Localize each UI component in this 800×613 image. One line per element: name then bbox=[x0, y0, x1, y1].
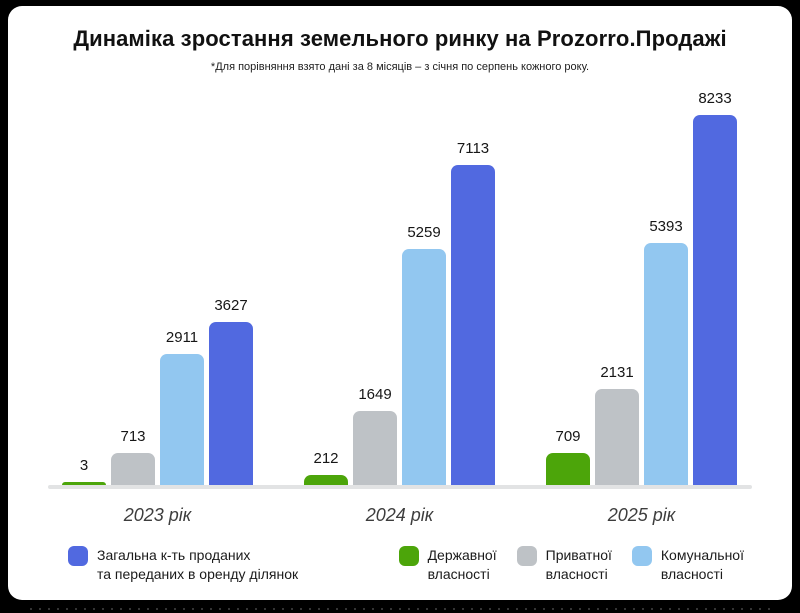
legend-item-private: Приватної власності bbox=[516, 546, 612, 584]
bar-value-label: 3 bbox=[79, 457, 89, 474]
legend-item-total: Загальна к-ть проданих та переданих в оре… bbox=[68, 546, 298, 584]
bar-total-2024 bbox=[451, 165, 495, 485]
bar-value-label: 5393 bbox=[649, 218, 683, 235]
bar-wrap-private-2023: 713 bbox=[111, 428, 155, 485]
legend-item-state: Державної власності bbox=[398, 546, 497, 584]
bar-wrap-communal-2025: 5393 bbox=[644, 218, 688, 485]
bar-chart: 3 713 2911 3627 212 1649 5259 7113 709 2131 5393 82… bbox=[8, 90, 792, 526]
bar-value-label: 5259 bbox=[407, 224, 441, 241]
chart-subtitle-note: *Для порівняння взято дані за 8 місяців … bbox=[210, 61, 590, 73]
bar-value-label: 8233 bbox=[698, 90, 732, 107]
x-axis-label-2024: 2024 рік bbox=[365, 505, 434, 525]
bar-wrap-state-2024: 212 bbox=[304, 450, 348, 485]
bar-value-label: 2131 bbox=[600, 364, 634, 381]
bar-communal-2024 bbox=[402, 249, 446, 485]
bar-wrap-private-2025: 2131 bbox=[595, 364, 639, 485]
bar-wrap-communal-2023: 2911 bbox=[160, 329, 204, 485]
legend-swatch-communal bbox=[631, 546, 652, 566]
x-axis-label-2025: 2025 рік bbox=[607, 505, 676, 525]
chart-legend: Загальна к-ть проданих та переданих в оре… bbox=[8, 546, 792, 584]
bar-value-label: 1649 bbox=[358, 386, 392, 403]
x-axis-line bbox=[48, 485, 752, 489]
bar-value-label: 709 bbox=[555, 428, 581, 445]
legend-label-communal: Комунальної власності bbox=[660, 547, 744, 582]
bar-wrap-total-2024: 7113 bbox=[451, 140, 495, 485]
bars-area: 3 713 2911 3627 212 1649 5259 7113 709 2131 5393 82… bbox=[8, 90, 792, 485]
bar-group-2025: 709 2131 5393 8233 bbox=[546, 90, 737, 485]
legend-label-state: Державної власності bbox=[427, 547, 497, 582]
x-axis-labels: 2023 рік 2024 рік 2025 рік bbox=[8, 505, 792, 526]
bar-wrap-private-2024: 1649 bbox=[353, 386, 397, 485]
legend-label-private: Приватної власності bbox=[545, 547, 612, 582]
bar-value-label: 2911 bbox=[165, 329, 199, 346]
bar-value-label: 7113 bbox=[456, 140, 490, 157]
x-axis-label-2023: 2023 рік bbox=[123, 505, 192, 525]
bar-wrap-state-2025: 709 bbox=[546, 428, 590, 485]
bar-wrap-total-2023: 3627 bbox=[209, 297, 253, 485]
bar-state-2024 bbox=[304, 475, 348, 485]
bar-value-label: 713 bbox=[120, 428, 146, 445]
legend-swatch-total bbox=[68, 546, 88, 566]
bar-group-2024: 212 1649 5259 7113 bbox=[304, 140, 495, 485]
legend-label-total: Загальна к-ть проданих та переданих в оре… bbox=[97, 547, 299, 582]
bar-value-label: 212 bbox=[313, 450, 339, 467]
bar-total-2023 bbox=[209, 322, 253, 485]
page-title: Динаміка зростання земельного ринку на P… bbox=[73, 26, 727, 51]
bar-wrap-state-2023: 3 bbox=[62, 457, 106, 485]
chart-card: Динаміка зростання земельного ринку на P… bbox=[8, 6, 792, 600]
legend-item-communal: Комунальної власності bbox=[631, 546, 744, 584]
legend-swatch-state bbox=[398, 546, 419, 566]
bottom-fine-print bbox=[30, 608, 770, 610]
bar-wrap-communal-2024: 5259 bbox=[402, 224, 446, 485]
bar-state-2025 bbox=[546, 453, 590, 485]
bar-communal-2025 bbox=[644, 243, 688, 485]
bar-group-2023: 3 713 2911 3627 bbox=[62, 297, 253, 485]
bar-private-2023 bbox=[111, 453, 155, 485]
bar-total-2025 bbox=[693, 115, 737, 485]
bar-private-2025 bbox=[595, 389, 639, 485]
bar-wrap-total-2025: 8233 bbox=[693, 90, 737, 485]
bar-state-2023 bbox=[62, 482, 106, 485]
bar-private-2024 bbox=[353, 411, 397, 485]
bar-communal-2023 bbox=[160, 354, 204, 485]
bar-value-label: 3627 bbox=[214, 297, 248, 314]
legend-swatch-private bbox=[516, 546, 537, 566]
